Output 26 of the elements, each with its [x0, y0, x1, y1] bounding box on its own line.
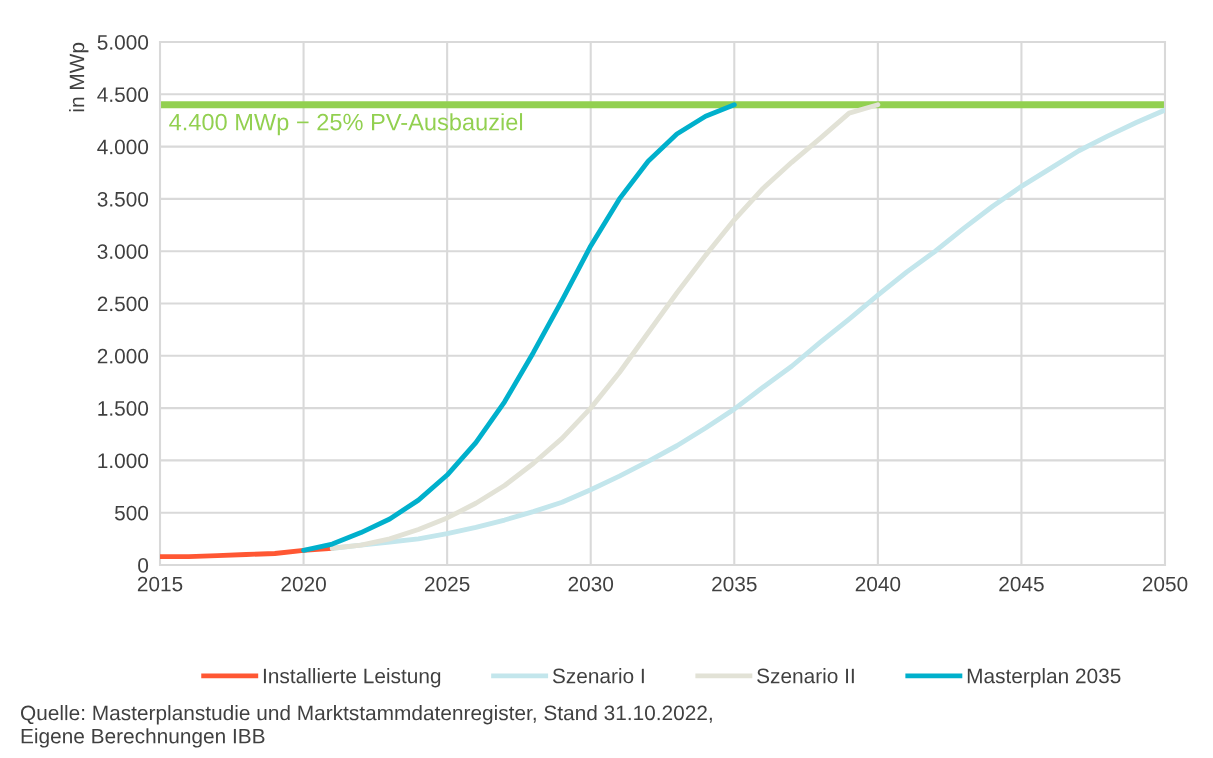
x-tick-label: 2015	[137, 576, 183, 592]
y-tick-label: 0	[138, 558, 149, 573]
y-tick-label: 2.000	[97, 348, 149, 364]
source-note: Quelle: Masterplanstudie und Marktstammdatenregister, Stand 31.10.2022, Eigene Berechnungen IBB	[20, 705, 712, 748]
legend-label: Masterplan 2035	[967, 668, 1121, 688]
x-tick-label: 2035	[712, 576, 757, 592]
x-tick-label: 2050	[1142, 576, 1188, 592]
x-tick-label: 2020	[281, 576, 326, 592]
ref-line-label: 4.400 MWp − 25% PV-Ausbauziel	[169, 113, 523, 136]
x-tick-label: 2030	[568, 576, 614, 592]
y-tick-label: 2.500	[97, 296, 149, 312]
legend-label: Szenario II	[757, 668, 854, 684]
x-tick-label: 2045	[999, 576, 1044, 592]
x-tick-label: 2025	[425, 576, 470, 592]
y-tick-label: 4.500	[97, 87, 149, 103]
y-tick-label: 3.500	[97, 191, 149, 207]
y-axis-title: in MWp	[69, 42, 89, 112]
legend-label: Installierte Leistung	[263, 668, 441, 688]
y-tick-label: 500	[114, 505, 149, 521]
y-tick-label: 1.500	[98, 401, 149, 416]
y-tick-label: 5.000	[97, 35, 149, 50]
x-tick-label: 2040	[855, 576, 901, 592]
y-tick-label: 1.000	[98, 453, 149, 469]
y-tick-label: 3.000	[97, 244, 149, 259]
y-tick-label: 4.000	[97, 139, 149, 155]
legend-label: Szenario I	[552, 668, 644, 684]
